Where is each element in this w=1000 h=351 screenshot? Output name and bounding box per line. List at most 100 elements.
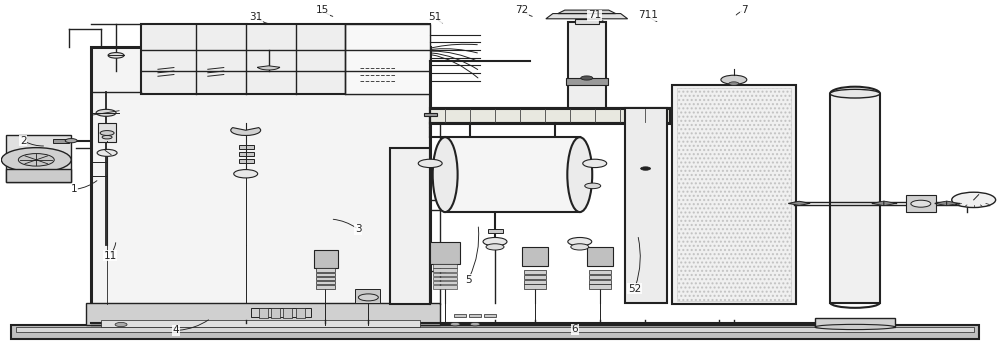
Circle shape (583, 159, 607, 167)
Polygon shape (558, 10, 616, 14)
Bar (424, 113, 437, 116)
Bar (239, 152, 254, 156)
Bar (433, 269, 457, 272)
Circle shape (721, 75, 747, 84)
Text: 1: 1 (71, 184, 77, 194)
Circle shape (486, 244, 504, 250)
Bar (316, 277, 335, 280)
Bar (566, 78, 608, 85)
Bar (141, 24, 430, 94)
Bar (589, 285, 611, 289)
Bar (316, 273, 335, 276)
Bar (390, 148, 430, 304)
Bar (484, 314, 496, 317)
Bar (433, 277, 457, 280)
Bar (677, 88, 791, 301)
Bar (316, 285, 335, 289)
Circle shape (911, 200, 931, 207)
Bar (522, 247, 548, 266)
Text: 71: 71 (588, 10, 601, 20)
Text: 2: 2 (20, 136, 27, 146)
Polygon shape (884, 201, 896, 206)
Text: 52: 52 (628, 284, 641, 294)
Bar (355, 289, 380, 303)
Bar (251, 308, 311, 317)
Bar (454, 314, 466, 317)
Polygon shape (935, 201, 947, 206)
Bar (101, 320, 420, 327)
Bar (433, 281, 457, 285)
Circle shape (581, 76, 593, 80)
Bar (345, 24, 430, 94)
Circle shape (450, 323, 460, 326)
Wedge shape (231, 128, 261, 135)
Bar (568, 22, 606, 108)
Bar (433, 285, 457, 289)
Bar (445, 137, 580, 212)
Ellipse shape (815, 324, 895, 330)
Bar (283, 308, 292, 318)
Bar (91, 47, 430, 304)
Circle shape (115, 323, 127, 327)
Circle shape (641, 167, 651, 170)
Ellipse shape (567, 137, 592, 212)
Text: 51: 51 (429, 12, 442, 22)
Bar (271, 308, 280, 318)
Circle shape (568, 238, 592, 246)
Bar (433, 273, 457, 276)
Bar (239, 159, 254, 163)
Circle shape (18, 153, 54, 166)
Bar (587, 247, 613, 266)
Text: 15: 15 (316, 5, 329, 15)
Circle shape (470, 323, 480, 326)
Bar (524, 285, 546, 289)
Circle shape (729, 82, 739, 85)
Text: 31: 31 (249, 12, 262, 22)
Circle shape (102, 135, 112, 139)
Bar (98, 123, 116, 143)
Circle shape (97, 150, 117, 156)
Text: 5: 5 (465, 275, 471, 285)
Ellipse shape (433, 137, 458, 212)
Bar (430, 241, 460, 264)
Bar (625, 108, 667, 303)
Bar (53, 139, 69, 143)
Circle shape (418, 159, 442, 167)
Text: 7: 7 (741, 5, 748, 15)
Circle shape (952, 192, 996, 207)
Bar (589, 270, 611, 274)
Text: 711: 711 (638, 10, 658, 20)
Bar (296, 308, 305, 318)
Bar (906, 196, 936, 212)
Bar (86, 303, 440, 325)
Bar (830, 94, 880, 303)
Text: 11: 11 (103, 251, 117, 260)
Bar (589, 275, 611, 279)
Circle shape (585, 183, 601, 188)
Text: 72: 72 (515, 5, 529, 15)
Polygon shape (872, 201, 884, 206)
Ellipse shape (830, 89, 880, 98)
Polygon shape (947, 201, 959, 206)
Text: 4: 4 (173, 325, 179, 336)
Circle shape (100, 131, 114, 135)
Bar (430, 108, 670, 123)
Bar (6, 168, 71, 183)
Bar (259, 308, 268, 318)
Circle shape (96, 110, 116, 116)
Bar (16, 327, 974, 332)
Bar (6, 135, 71, 183)
Circle shape (108, 53, 124, 58)
Bar (815, 318, 895, 327)
Circle shape (483, 238, 507, 246)
Bar (488, 229, 503, 233)
Polygon shape (788, 201, 810, 205)
Wedge shape (257, 66, 280, 70)
Circle shape (65, 139, 77, 143)
Bar (316, 269, 335, 272)
Bar (239, 145, 254, 150)
Bar (469, 314, 481, 317)
Bar (524, 270, 546, 274)
Bar (524, 280, 546, 284)
Text: 3: 3 (355, 225, 362, 234)
